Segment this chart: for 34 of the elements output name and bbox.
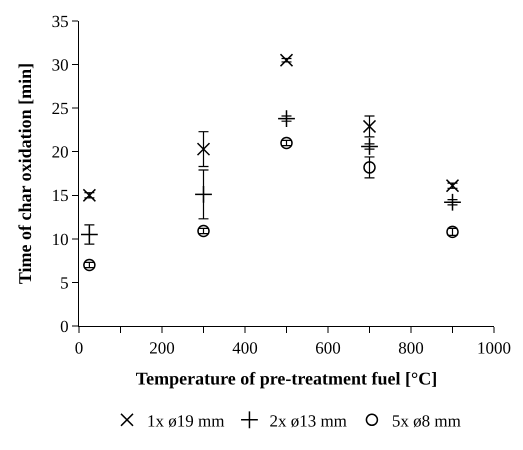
x-tick-label: 800 — [398, 338, 424, 358]
point — [80, 225, 99, 244]
point — [82, 188, 96, 202]
x-tick-label: 1000 — [477, 338, 511, 358]
x-axis-title: Temperature of pre-treatment fuel [°C] — [136, 368, 438, 388]
y-axis-title: Time of char oxidation [min] — [14, 62, 35, 284]
y-tick-label: 5 — [60, 273, 69, 292]
point — [446, 226, 459, 238]
point — [280, 53, 294, 67]
x-tick-label: 200 — [149, 338, 175, 358]
point — [360, 137, 379, 156]
x-tick-label: 0 — [74, 338, 84, 358]
y-tick-label: 15 — [52, 186, 69, 206]
point — [446, 178, 460, 192]
legend-label: 5x ø8 mm — [392, 411, 461, 430]
x-tick-label: 400 — [232, 338, 258, 358]
y-tick-label: 30 — [52, 56, 69, 75]
point — [194, 185, 213, 204]
point — [362, 120, 376, 134]
y-tick-label: 35 — [52, 12, 69, 31]
point — [196, 142, 210, 156]
point — [277, 109, 296, 128]
y-tick-label: 25 — [52, 99, 69, 118]
y-tick-label: 10 — [52, 230, 69, 249]
x-tick-label: 600 — [315, 338, 341, 358]
y-tick-label: 20 — [52, 142, 69, 162]
point — [280, 136, 293, 150]
point — [83, 258, 96, 272]
y-tick-label: 0 — [60, 316, 69, 336]
point — [363, 161, 376, 174]
point — [197, 224, 210, 238]
point — [443, 193, 462, 212]
legend-label: 1x ø19 mm — [147, 411, 224, 430]
legend-label: 2x ø13 mm — [269, 411, 347, 430]
